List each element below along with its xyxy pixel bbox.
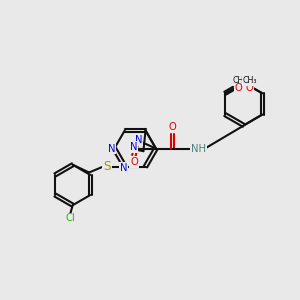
Text: S: S	[103, 160, 111, 173]
Text: NH: NH	[191, 144, 206, 154]
Text: CH₃: CH₃	[242, 76, 257, 85]
Text: N: N	[130, 142, 138, 152]
Text: CH₃: CH₃	[232, 76, 247, 85]
Text: O: O	[169, 122, 176, 132]
Text: Cl: Cl	[65, 213, 75, 223]
Text: N: N	[120, 163, 127, 173]
Text: N: N	[135, 135, 142, 145]
Text: O: O	[130, 157, 138, 167]
Text: O: O	[246, 83, 254, 94]
Text: O: O	[234, 83, 242, 94]
Text: N: N	[108, 143, 116, 154]
